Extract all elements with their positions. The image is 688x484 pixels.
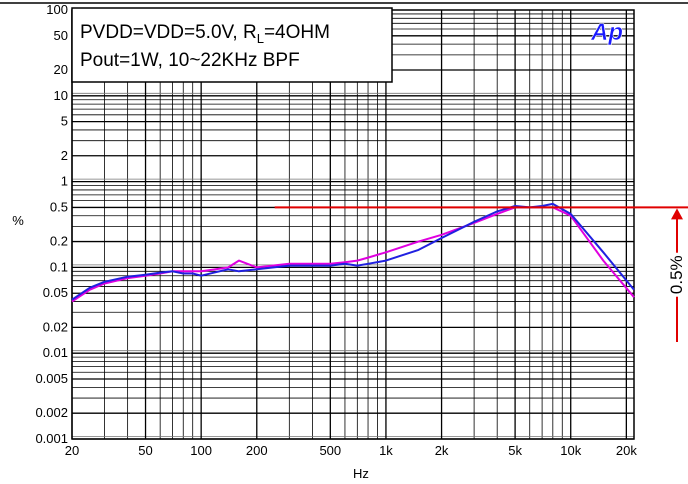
y-tick-label: 20 <box>54 62 68 77</box>
x-tick-label: 1k <box>379 443 393 458</box>
y-tick-label: 0.005 <box>35 371 68 386</box>
annotation-line-2: Pout=1W, 10~22KHz BPF <box>80 50 300 71</box>
reference-arrow-head <box>671 208 683 220</box>
ap-logo: Ap <box>590 19 624 47</box>
y-tick-label: 0.02 <box>43 319 68 334</box>
x-axis-label: Hz <box>353 466 369 481</box>
x-tick-label: 2k <box>435 443 449 458</box>
x-tick-label: 20k <box>616 443 637 458</box>
x-tick-label: 5k <box>508 443 522 458</box>
y-tick-label: 0.5 <box>50 199 68 214</box>
annotation-box: PVDD=VDD=5.0V, RL=4OHM Pout=1W, 10~22KHz… <box>71 7 393 83</box>
annotation-subscript: L <box>257 31 264 46</box>
y-axis-label: % <box>12 213 24 228</box>
annotation-line-1-tail: =4OHM <box>264 22 330 43</box>
annotation-line-1: PVDD=VDD=5.0V, RL=4OHM <box>80 22 330 46</box>
y-tick-label: 0.05 <box>43 285 68 300</box>
y-tick-label: 100 <box>46 2 68 17</box>
series-layer <box>71 202 635 303</box>
y-tick-label: 0.01 <box>43 345 68 360</box>
x-tick-label: 20 <box>65 443 79 458</box>
y-tick-label: 1 <box>61 174 68 189</box>
x-tick-labels: 20 50 100 200 500 1k 2k 5k 10k 20k <box>65 443 638 458</box>
y-tick-label: 0.2 <box>50 234 68 249</box>
x-tick-label: 500 <box>319 443 341 458</box>
y-tick-label: 50 <box>54 28 68 43</box>
series-line-2 <box>71 202 635 301</box>
y-tick-label: 5 <box>61 114 68 129</box>
ap-logo-text: Ap <box>590 19 623 46</box>
x-tick-label: 50 <box>138 443 152 458</box>
x-tick-label: 100 <box>190 443 212 458</box>
reference-label-background <box>669 252 685 297</box>
y-tick-label: 2 <box>61 148 68 163</box>
x-tick-label: 10k <box>560 443 581 458</box>
y-tick-label: 0.001 <box>35 431 68 446</box>
y-tick-labels: 100 50 20 10 5 2 1 0.5 0.2 0.1 0.05 0.02 0.01 0.005 0.… <box>35 2 68 446</box>
annotation-line-1-head: PVDD=VDD=5.0V, R <box>80 22 257 43</box>
x-tick-label: 200 <box>246 443 268 458</box>
y-tick-label: 10 <box>54 88 68 103</box>
reference-label: 0.5% <box>667 255 686 294</box>
series-line-1 <box>71 206 635 303</box>
y-tick-label: 0.002 <box>35 405 68 420</box>
annotation-frame <box>71 7 393 83</box>
reference-layer: 0.5% <box>274 206 688 342</box>
y-tick-label: 0.1 <box>50 259 68 274</box>
